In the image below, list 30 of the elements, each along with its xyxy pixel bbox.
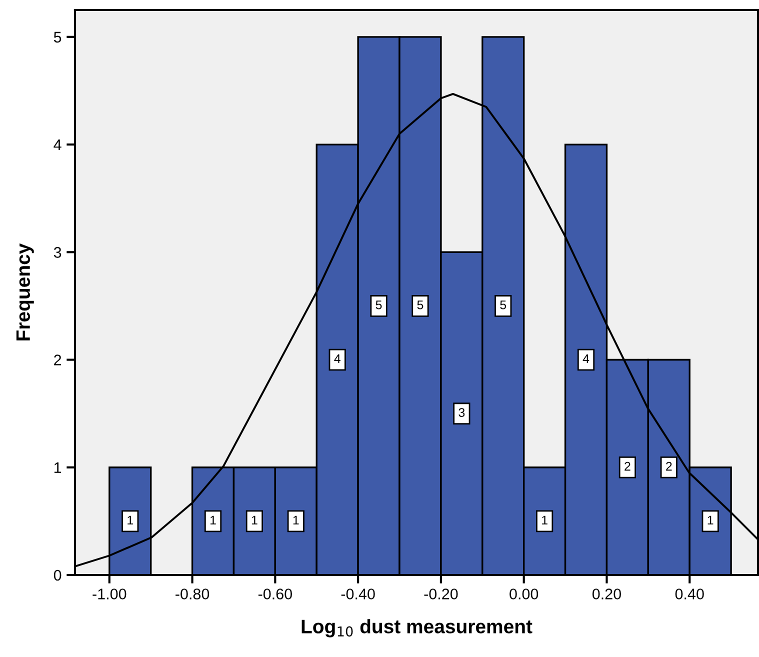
data-label: 5 — [376, 300, 382, 310]
data-label: 4 — [582, 354, 590, 363]
x-tick-label: 0.40 — [675, 588, 704, 600]
x-tick-label: -0.80 — [176, 588, 210, 600]
data-label: 1 — [708, 516, 714, 524]
data-label: 2 — [624, 462, 630, 471]
y-tick-label: 4 — [54, 140, 62, 150]
x-tick-label: -0.40 — [341, 588, 375, 600]
y-tick-label: 0 — [54, 570, 62, 581]
data-label: 4 — [334, 354, 340, 363]
data-label: 2 — [666, 462, 672, 471]
data-label: 1 — [128, 516, 133, 524]
data-label: 1 — [293, 516, 299, 524]
x-tick-label: -1.00 — [92, 588, 126, 600]
y-tick-label: 5 — [54, 32, 62, 43]
data-label: 1 — [252, 516, 258, 524]
y-axis-title: Frequency — [16, 243, 34, 340]
x-tick-label: -0.60 — [258, 588, 292, 600]
data-label: 5 — [417, 300, 424, 310]
y-tick-label: 2 — [54, 354, 62, 366]
x-tick-label: -0.20 — [424, 588, 458, 600]
data-label: 1 — [210, 516, 216, 524]
y-tick-label: 3 — [54, 247, 62, 258]
x-tick-label: 0.20 — [592, 588, 621, 600]
data-label: 1 — [542, 516, 548, 524]
data-label: 3 — [458, 408, 465, 417]
x-axis-title: Log$_{10}$ dust measurement — [302, 619, 532, 638]
y-tick-label: 1 — [54, 462, 62, 473]
x-tick-label: 0.00 — [510, 588, 538, 600]
data-label: 5 — [500, 300, 506, 310]
